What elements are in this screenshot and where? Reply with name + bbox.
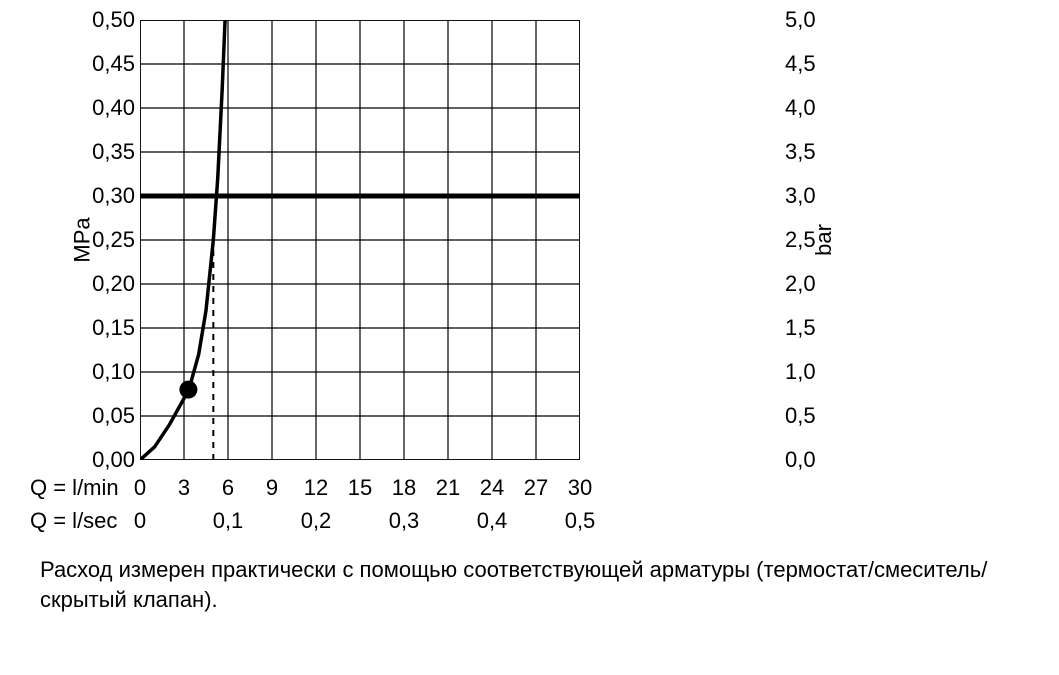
- y-left-tick-label: 0,25: [80, 227, 135, 253]
- y-left-tick-label: 0,05: [80, 403, 135, 429]
- x-lsec-tick-label: 0,3: [389, 508, 420, 534]
- y-axis-left-ticks: 0,000,050,100,150,200,250,300,350,400,45…: [80, 20, 135, 460]
- x-lmin-tick-label: 18: [392, 475, 416, 501]
- y-left-tick-label: 0,45: [80, 51, 135, 77]
- y-right-tick-label: 1,0: [785, 359, 830, 385]
- x-lmin-tick-label: 12: [304, 475, 328, 501]
- chart-plot-area: [140, 20, 580, 460]
- x-axis-label-lmin: Q = l/min: [30, 475, 119, 501]
- x-lmin-tick-label: 9: [266, 475, 278, 501]
- x-lmin-tick-label: 15: [348, 475, 372, 501]
- x-lmin-tick-label: 0: [134, 475, 146, 501]
- x-lsec-tick-label: 0,1: [213, 508, 244, 534]
- chart-caption: Расход измерен практически с помощью соо…: [40, 555, 1040, 614]
- y-left-tick-label: 0,35: [80, 139, 135, 165]
- y-right-tick-label: 5,0: [785, 7, 830, 33]
- y-left-tick-label: 0,30: [80, 183, 135, 209]
- y-right-tick-label: 3,0: [785, 183, 830, 209]
- y-right-tick-label: 2,0: [785, 271, 830, 297]
- x-lsec-tick-label: 0,5: [565, 508, 596, 534]
- y-right-tick-label: 2,5: [785, 227, 830, 253]
- y-right-tick-label: 0,0: [785, 447, 830, 473]
- y-right-tick-label: 1,5: [785, 315, 830, 341]
- x-axis-label-lsec: Q = l/sec: [30, 508, 117, 534]
- chart-container: MPa bar 0,000,050,100,150,200,250,300,35…: [20, 20, 1059, 614]
- y-left-tick-label: 0,10: [80, 359, 135, 385]
- x-lsec-tick-label: 0,4: [477, 508, 508, 534]
- y-left-tick-label: 0,40: [80, 95, 135, 121]
- x-lmin-tick-label: 30: [568, 475, 592, 501]
- y-right-tick-label: 4,5: [785, 51, 830, 77]
- y-axis-right-ticks: 0,00,51,01,52,02,53,03,54,04,55,0: [785, 20, 830, 460]
- x-lmin-tick-label: 27: [524, 475, 548, 501]
- x-lsec-tick-label: 0: [134, 508, 146, 534]
- y-right-tick-label: 3,5: [785, 139, 830, 165]
- y-left-tick-label: 0,20: [80, 271, 135, 297]
- chart-wrap: MPa bar 0,000,050,100,150,200,250,300,35…: [140, 20, 780, 460]
- y-right-tick-label: 0,5: [785, 403, 830, 429]
- y-left-tick-label: 0,00: [80, 447, 135, 473]
- x-lmin-tick-label: 24: [480, 475, 504, 501]
- x-lmin-tick-label: 3: [178, 475, 190, 501]
- y-right-tick-label: 4,0: [785, 95, 830, 121]
- x-lsec-tick-label: 0,2: [301, 508, 332, 534]
- x-lmin-tick-label: 21: [436, 475, 460, 501]
- y-left-tick-label: 0,50: [80, 7, 135, 33]
- x-lmin-tick-label: 6: [222, 475, 234, 501]
- y-left-tick-label: 0,15: [80, 315, 135, 341]
